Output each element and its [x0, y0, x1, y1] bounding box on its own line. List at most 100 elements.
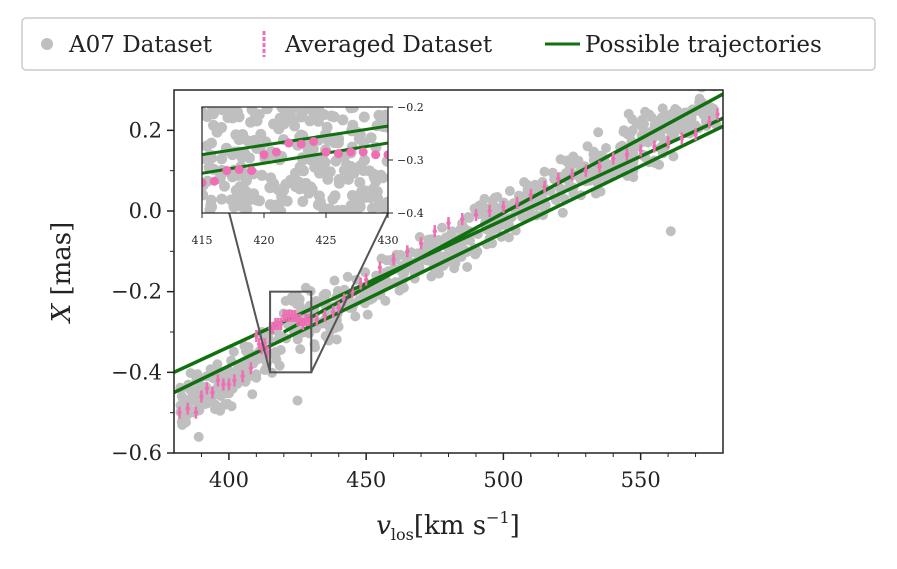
a07-point	[517, 211, 528, 222]
averaged-point	[556, 176, 561, 181]
y-tick-label: −0.6	[111, 441, 162, 465]
a07-point	[474, 200, 485, 211]
a07-point	[462, 262, 473, 272]
averaged-point	[177, 410, 182, 415]
inset-a07-point	[216, 122, 228, 133]
inset-a07-point	[297, 196, 309, 207]
averaged-point	[331, 309, 336, 315]
a07-point	[210, 399, 221, 410]
averaged-point	[278, 321, 284, 327]
inset-x-tick-label: 420	[254, 234, 275, 247]
a07-point	[665, 226, 676, 237]
inset-a07-point	[202, 107, 208, 118]
legend: A07 Dataset Averaged Dataset Possible tr…	[21, 17, 876, 71]
averaged-point	[569, 172, 575, 177]
inset-a07-point	[330, 155, 342, 167]
inset-x-tick-label: 425	[316, 234, 337, 247]
averaged-point	[597, 164, 602, 169]
averaged-point	[542, 184, 547, 189]
inset-a07-point	[216, 193, 228, 205]
y-tick-label: −0.4	[111, 360, 162, 384]
averaged-point	[460, 216, 465, 222]
y-axis-label-var: X	[47, 302, 77, 324]
inset-a07-point	[342, 173, 354, 185]
inset-averaged-point	[247, 166, 257, 176]
inset-a07-point	[321, 121, 333, 133]
inset-averaged-point	[202, 178, 207, 188]
inset-a07-point	[207, 108, 219, 120]
inset-a07-point	[269, 206, 281, 213]
inset-a07-point	[302, 144, 314, 156]
a07-point	[639, 118, 649, 129]
inset-plot: 415 420 425 430 −0.4 −0.3 −0.2	[192, 101, 424, 247]
inset-a07-point	[251, 194, 263, 206]
y-tick-label: 0.0	[129, 199, 162, 223]
inset-a07-point	[246, 107, 258, 116]
x-tick-label: 550	[621, 468, 661, 492]
inset-a07-point	[329, 137, 341, 149]
inset-a07-point	[370, 175, 382, 187]
inset-a07-point	[245, 116, 257, 128]
averaged-point	[391, 257, 396, 262]
a07-point	[191, 386, 202, 397]
a07-point	[295, 344, 306, 355]
a07-point	[398, 282, 409, 293]
averaged-point	[232, 378, 237, 383]
inset-averaged-point	[321, 147, 331, 157]
a07-point	[503, 232, 514, 243]
inset-a07-point	[202, 140, 213, 152]
a07-point	[350, 311, 361, 322]
averaged-point	[377, 265, 383, 270]
a07-point	[449, 263, 460, 274]
inset-a07-point	[358, 165, 369, 176]
averaged-point	[501, 204, 506, 210]
x-axis-label-sup: −1	[486, 508, 510, 527]
trajectory-line	[174, 116, 723, 374]
y-axis-label-unit: [mas]	[47, 222, 77, 304]
inset-a07-point	[274, 112, 286, 124]
a07-point	[175, 400, 186, 411]
averaged-point	[638, 148, 643, 153]
averaged-point	[528, 192, 534, 198]
a07-point	[247, 389, 258, 400]
inset-averaged-point	[346, 147, 356, 157]
inset-a07-point	[359, 185, 371, 197]
averaged-point	[221, 382, 226, 387]
a07-point	[504, 186, 515, 196]
inset-a07-point	[328, 111, 340, 123]
inset-a07-point	[337, 114, 349, 126]
inset-a07-point	[337, 204, 349, 213]
zoom-box	[269, 290, 313, 374]
a07-point	[618, 125, 629, 136]
inset-averaged-point	[371, 150, 381, 160]
legend-marker-a07	[41, 38, 53, 50]
a07-point	[595, 186, 606, 197]
a07-point	[582, 141, 593, 152]
averaged-point	[265, 349, 270, 355]
inset-a07-point	[285, 174, 297, 186]
averaged-point	[193, 410, 199, 415]
inset-a07-point	[344, 164, 356, 176]
inset-a07-point	[380, 109, 388, 121]
inset-a07-point	[365, 132, 377, 144]
inset-a07-point	[261, 107, 273, 115]
inset-averaged-point	[383, 150, 388, 160]
legend-label-averaged: Averaged Dataset	[284, 32, 493, 58]
a07-point	[705, 102, 716, 113]
averaged-point	[210, 390, 215, 395]
inset-a07-point	[204, 204, 216, 213]
inset-y-tick-label: −0.4	[397, 207, 424, 220]
averaged-point	[652, 144, 657, 149]
x-tick-label: 400	[209, 468, 249, 492]
inset-a07-point	[366, 202, 378, 213]
y-axis-label: X [mas]	[47, 222, 77, 325]
averaged-point	[405, 249, 410, 254]
inset-averaged-point	[358, 147, 368, 157]
a07-point	[710, 70, 720, 80]
inset-averaged-point	[309, 136, 319, 146]
inset-a07-point	[350, 206, 362, 213]
a07-point	[492, 192, 503, 202]
inset-a07-point	[202, 189, 209, 201]
a07-point	[656, 112, 667, 123]
a07-point	[321, 289, 332, 299]
